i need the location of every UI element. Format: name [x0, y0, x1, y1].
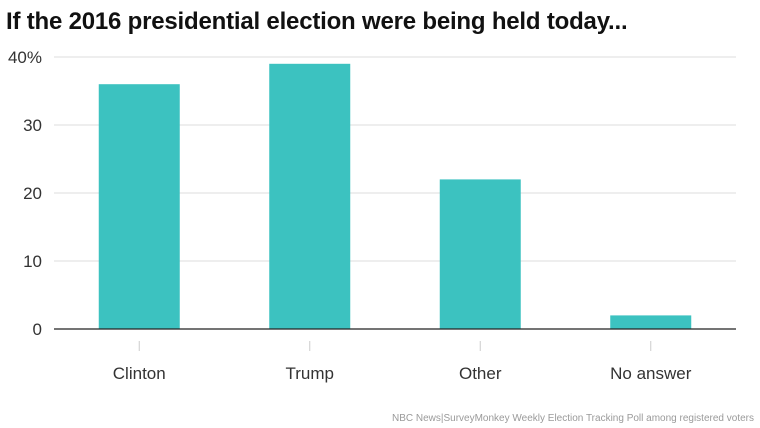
bar-trump — [269, 63, 351, 330]
source-note: NBC News|SurveyMonkey Weekly Election Tr… — [391, 413, 754, 424]
y-tick-label: 0 — [33, 320, 42, 339]
bar-no-answer — [610, 315, 692, 329]
y-tick-label: 30 — [23, 116, 42, 135]
y-axis-ticks: 0 10 20 30 40% — [8, 48, 42, 339]
x-tick-label: Other — [459, 364, 502, 383]
bars — [98, 63, 692, 330]
y-tick-label: 40% — [8, 48, 42, 67]
x-tick-label: Trump — [286, 364, 335, 383]
bar-other — [439, 179, 521, 329]
x-axis-ticks: Clinton Trump Other No answer — [113, 341, 692, 383]
y-tick-label: 20 — [23, 184, 42, 203]
y-tick-label: 10 — [23, 252, 42, 271]
chart-title: If the 2016 presidential election were b… — [6, 8, 628, 35]
x-tick-label: Clinton — [113, 364, 166, 383]
bar-clinton — [98, 84, 180, 329]
x-tick-label: No answer — [610, 364, 692, 383]
